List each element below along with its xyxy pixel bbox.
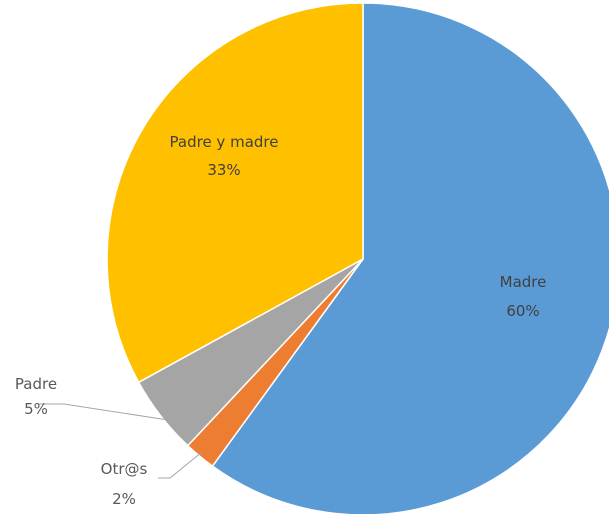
slice-label-padre-y-madre: Padre y madre — [170, 133, 279, 151]
slice-value-madre: 60% — [506, 302, 539, 320]
slice-label-otros: Otr@s — [101, 460, 148, 478]
leader-line-otros — [158, 451, 203, 479]
slice-value-padre-y-madre: 33% — [207, 161, 240, 179]
pie-slice-madre — [211, 2, 609, 514]
slice-label-padre: Padre — [15, 375, 57, 393]
slice-value-otros: 2% — [112, 490, 136, 508]
pie-slice-padre-y-madre — [106, 2, 364, 384]
pie-slices — [106, 2, 609, 514]
slice-value-padre: 5% — [24, 400, 48, 418]
slice-label-madre: Madre — [500, 273, 547, 291]
leader-line-padre — [38, 403, 169, 421]
